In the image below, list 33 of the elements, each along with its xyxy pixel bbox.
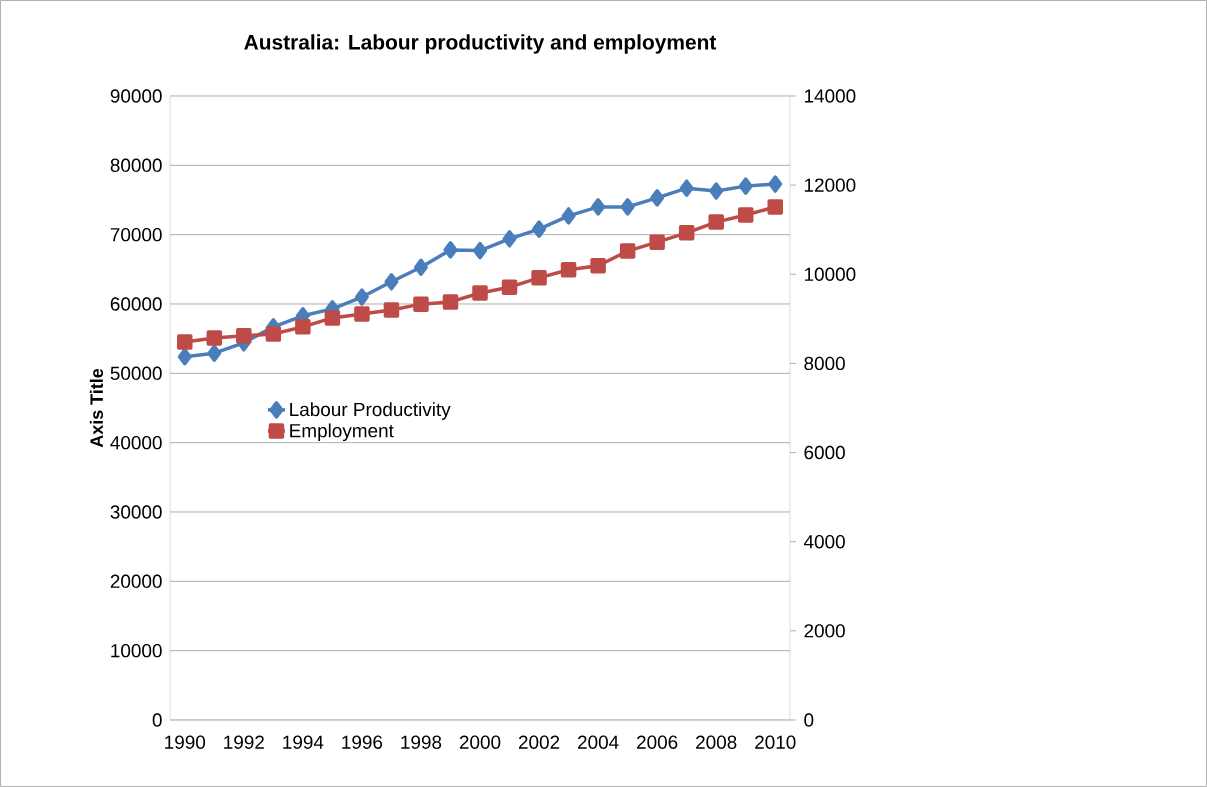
x-tick-label: 1994 xyxy=(283,735,324,749)
y-tick-label: 10000 xyxy=(111,643,162,658)
x-tick-label: 2004 xyxy=(578,735,619,749)
y-tick-label: 30000 xyxy=(110,505,162,519)
x-tick-label: 2010 xyxy=(755,735,796,749)
x-tick-label: 2008 xyxy=(696,735,737,749)
y-axis-title: Axis Title xyxy=(89,368,104,448)
y-tick-label: 60000 xyxy=(110,297,162,311)
y-tick-label: 70000 xyxy=(110,227,162,242)
y-tick-label: 90000 xyxy=(110,89,162,103)
y2-tick-label: 10000 xyxy=(804,267,856,281)
y2-tick-label: 2000 xyxy=(804,624,845,638)
chart-title: Australia: Labour productivity and employment xyxy=(244,34,717,54)
y-tick-label: 20000 xyxy=(110,574,162,589)
y2-tick-label: 8000 xyxy=(804,356,845,371)
legend-label: Employment xyxy=(290,423,394,442)
x-tick-label: 2006 xyxy=(637,735,678,749)
legend-label: Labour Productivity xyxy=(290,402,451,420)
y2-tick-label: 12000 xyxy=(804,178,856,192)
y-tick-label: 80000 xyxy=(110,158,162,173)
y2-tick-label: 0 xyxy=(804,713,814,727)
y2-tick-label: 6000 xyxy=(804,445,845,460)
y-tick-label: 50000 xyxy=(110,366,162,381)
x-tick-label: 1992 xyxy=(224,735,264,749)
y2-tick-label: 14000 xyxy=(804,89,856,103)
y2-tick-label: 4000 xyxy=(803,535,845,549)
x-tick-label: 1996 xyxy=(342,735,383,749)
x-tick-label: 1990 xyxy=(165,735,206,749)
x-tick-label: 2000 xyxy=(459,735,501,749)
x-tick-label: 1998 xyxy=(401,735,442,749)
x-tick-label: 2002 xyxy=(518,735,560,749)
y-tick-label: 40000 xyxy=(110,435,162,450)
y-tick-label: 0 xyxy=(152,713,162,727)
